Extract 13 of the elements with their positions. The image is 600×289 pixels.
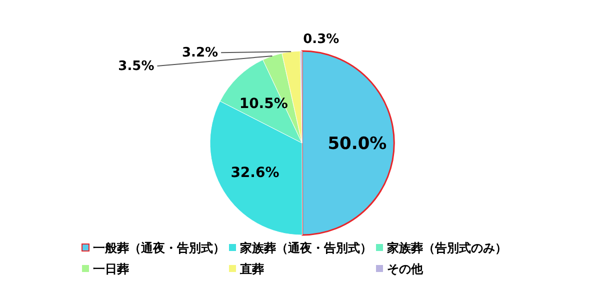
legend-label: 直葬	[239, 262, 264, 276]
legend-label: その他	[387, 262, 424, 276]
legend-label: 家族葬（告別式のみ）	[386, 241, 507, 256]
data-label: 3.5%	[118, 58, 154, 74]
data-label: 32.6%	[230, 164, 280, 181]
data-label: 3.2%	[182, 46, 218, 61]
data-label: 50.0%	[328, 134, 387, 154]
data-label: 10.5%	[239, 96, 288, 112]
data-label: 0.3%	[303, 32, 340, 48]
legend-label: 一般葬（通夜・告別式）	[93, 241, 225, 256]
legend-label: 一日葬	[93, 262, 129, 276]
pie-slice	[301, 50, 395, 236]
legend-label: 家族葬（通夜・告別式）	[239, 241, 372, 256]
